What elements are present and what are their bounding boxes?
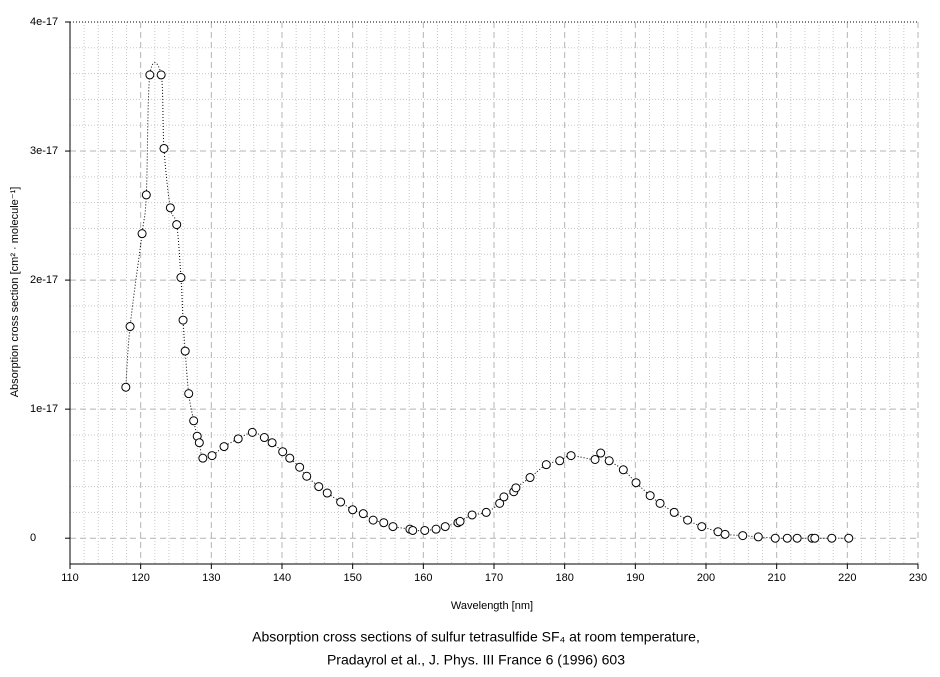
data-point — [495, 498, 505, 508]
data-point — [555, 456, 565, 466]
data-point — [267, 438, 277, 448]
data-point — [753, 532, 763, 542]
data-point — [467, 510, 477, 520]
data-point — [738, 531, 748, 541]
x-axis-label: Wavelength [nm] — [451, 600, 533, 612]
chart-subtitle: Pradayrol et al., J. Phys. III France 6 … — [327, 652, 625, 668]
data-point — [259, 433, 269, 443]
y-tick-label: 4e-17 — [30, 16, 58, 28]
data-point — [233, 434, 243, 444]
data-point — [121, 382, 131, 392]
data-point — [782, 533, 792, 543]
data-point — [141, 190, 151, 200]
data-point — [180, 346, 190, 356]
data-point — [590, 454, 600, 464]
data-point — [379, 518, 389, 528]
chart-title: Absorption cross sections of sulfur tetr… — [252, 629, 700, 645]
data-point — [455, 516, 465, 526]
x-tick-label: 180 — [555, 572, 573, 584]
data-point — [408, 525, 418, 535]
x-tick-label: 210 — [767, 572, 785, 584]
data-point — [125, 322, 135, 332]
data-point — [358, 509, 368, 519]
data-point — [302, 471, 312, 481]
data-point — [368, 515, 378, 525]
data-point — [770, 533, 780, 543]
data-point — [618, 465, 628, 475]
data-point — [194, 438, 204, 448]
data-point — [697, 522, 707, 532]
data-point — [159, 143, 169, 153]
data-point — [348, 505, 358, 515]
data-point — [176, 273, 186, 283]
data-point — [207, 451, 217, 461]
data-point — [844, 533, 854, 543]
data-point — [388, 522, 398, 532]
data-point — [247, 427, 257, 437]
grid — [69, 21, 919, 564]
data-point — [137, 229, 147, 239]
data-point — [295, 462, 305, 472]
x-tick-label: 190 — [626, 572, 644, 584]
x-tick-label: 120 — [131, 572, 149, 584]
y-tick-label: 0 — [30, 532, 36, 544]
data-point — [683, 515, 693, 525]
axes: 110 120 130 140 150 160 170 180 190 200 210 220 230 0… — [30, 16, 927, 584]
y-tick-label: 1e-17 — [30, 403, 58, 415]
data-point — [314, 482, 324, 492]
data-point — [645, 491, 655, 501]
data-point — [285, 453, 295, 463]
x-tick-label: 130 — [202, 572, 220, 584]
data-point — [566, 451, 576, 461]
x-tick-label: 220 — [838, 572, 856, 584]
data-point — [541, 460, 551, 470]
data-point — [189, 416, 199, 426]
x-tick-label: 170 — [485, 572, 503, 584]
data-point — [810, 533, 820, 543]
data-point — [792, 533, 802, 543]
data-point — [596, 448, 606, 458]
data-point — [322, 488, 332, 498]
data-point — [336, 497, 346, 507]
x-tick-label: 200 — [697, 572, 715, 584]
x-tick-label: 160 — [414, 572, 432, 584]
data-point — [827, 533, 837, 543]
y-tick-label: 2e-17 — [30, 274, 58, 286]
data-point — [178, 315, 188, 325]
data-point — [440, 522, 450, 532]
data-point — [669, 507, 679, 517]
data-point — [431, 524, 441, 534]
y-axis-label: Absorption cross section [cm² · molecule… — [9, 187, 21, 398]
x-tick-label: 140 — [273, 572, 291, 584]
data-point — [278, 447, 288, 457]
y-tick-label: 3e-17 — [30, 145, 58, 157]
data-point — [420, 525, 430, 535]
data-point — [525, 473, 535, 483]
data-point — [604, 456, 614, 466]
data-point — [145, 70, 155, 80]
data-point — [198, 453, 208, 463]
data-point — [219, 442, 229, 452]
x-tick-label: 150 — [343, 572, 361, 584]
data-point — [655, 498, 665, 508]
x-tick-label: 110 — [61, 572, 79, 584]
data-point — [511, 483, 521, 493]
data-point — [156, 70, 166, 80]
x-tick-label: 230 — [909, 572, 927, 584]
data-point — [184, 389, 194, 399]
data-point — [481, 507, 491, 517]
series-line — [125, 62, 849, 539]
data-point — [499, 492, 509, 502]
data-point — [720, 529, 730, 539]
data-point — [165, 203, 175, 213]
marks — [121, 62, 854, 543]
data-point — [172, 220, 182, 230]
data-point — [631, 478, 641, 488]
